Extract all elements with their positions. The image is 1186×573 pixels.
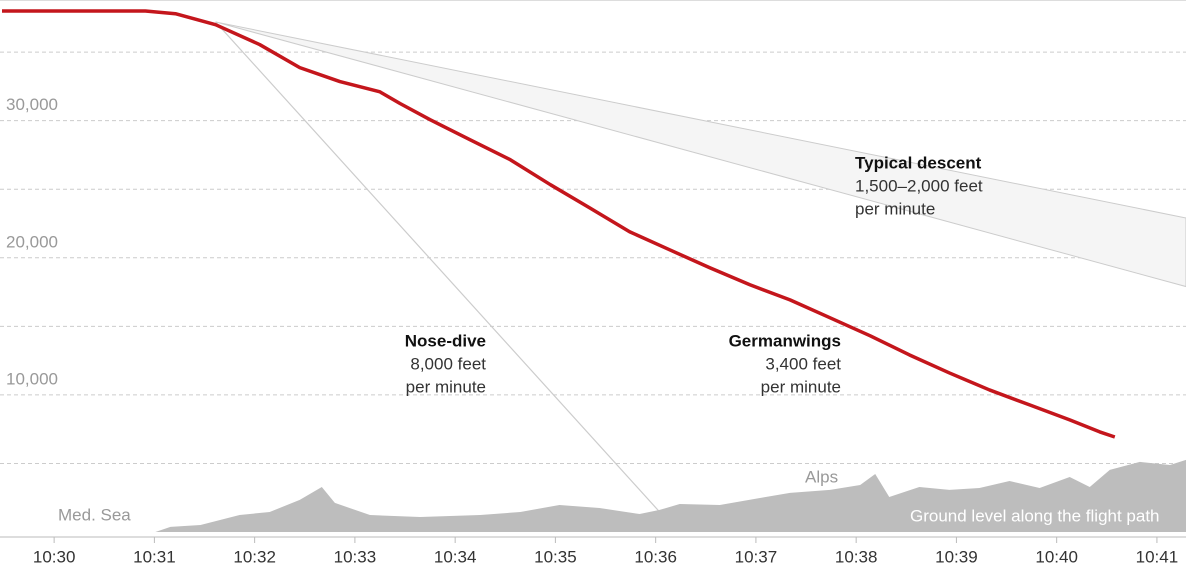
x-tick-label: 10:32 xyxy=(233,547,276,566)
x-tick-label: 10:36 xyxy=(634,547,677,566)
annotation-title: Germanwings xyxy=(729,331,841,350)
annotation-text: per minute xyxy=(761,377,841,396)
ground-area xyxy=(140,459,1186,532)
annotation-text: 1,500–2,000 feet xyxy=(855,176,983,195)
y-tick-label: 20,000 xyxy=(6,232,58,251)
x-tick-label: 10:37 xyxy=(735,547,778,566)
series-line xyxy=(215,21,661,513)
y-tick-label: 30,000 xyxy=(6,95,58,114)
x-tick-label: 10:34 xyxy=(434,547,477,566)
series-line xyxy=(2,9,1116,439)
x-tick-label: 10:35 xyxy=(534,547,577,566)
annotation-title: Nose-dive xyxy=(405,331,486,350)
place-label: Med. Sea xyxy=(58,505,131,524)
x-tick-label: 10:38 xyxy=(835,547,878,566)
x-tick-label: 10:33 xyxy=(334,547,377,566)
x-tick-label: 10:30 xyxy=(33,547,76,566)
x-tick-label: 10:41 xyxy=(1136,547,1179,566)
annotation-text: per minute xyxy=(855,199,935,218)
annotation-text: per minute xyxy=(406,377,486,396)
annotation-text: 3,400 feet xyxy=(765,354,841,373)
x-tick-label: 10:31 xyxy=(133,547,176,566)
annotation-text: 8,000 feet xyxy=(410,354,486,373)
ground-label: Ground level along the flight path xyxy=(910,506,1160,525)
annotation-title: Typical descent xyxy=(855,153,982,172)
place-label: Alps xyxy=(805,467,838,486)
x-tick-label: 10:39 xyxy=(935,547,978,566)
typical-descent-band xyxy=(215,21,1186,288)
y-tick-label: 10,000 xyxy=(6,369,58,388)
x-tick-label: 10:40 xyxy=(1035,547,1078,566)
